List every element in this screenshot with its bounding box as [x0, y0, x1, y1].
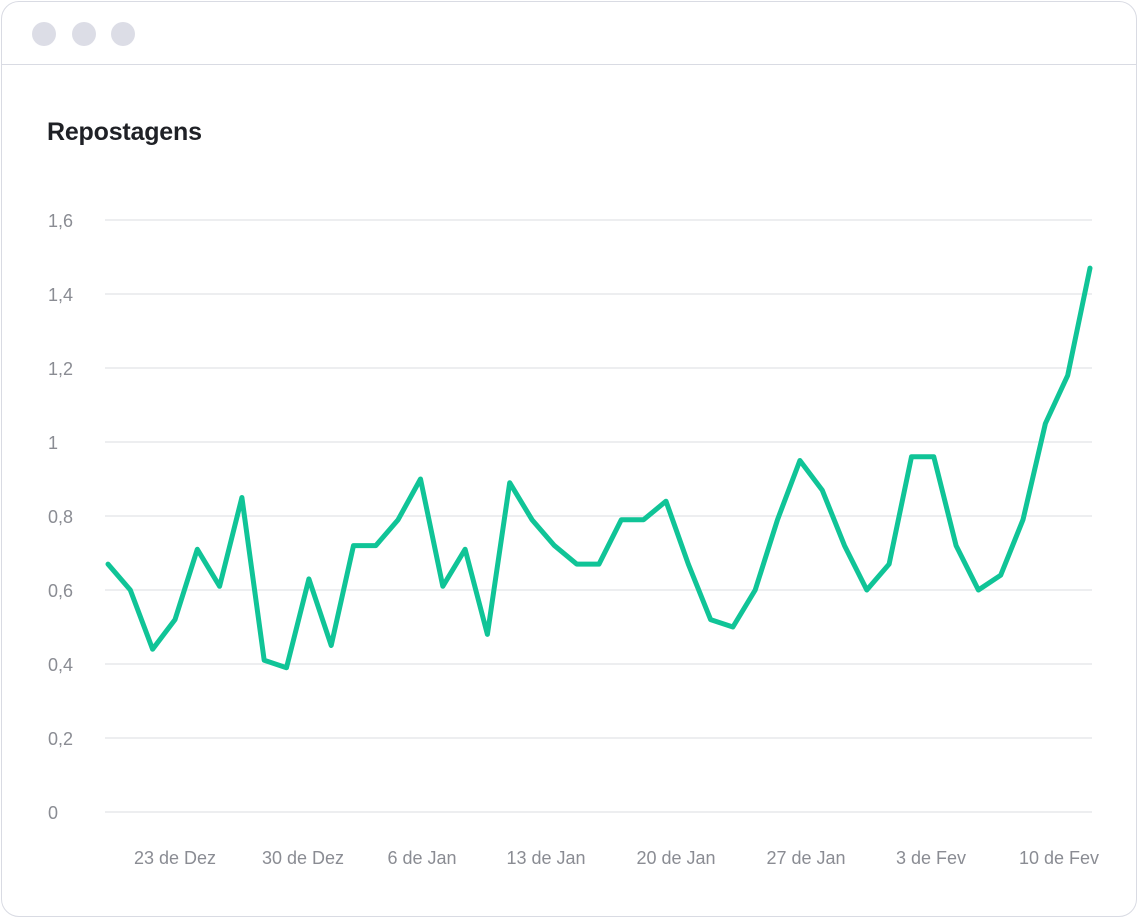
- window-dot[interactable]: [111, 22, 135, 46]
- data-point: [998, 573, 1003, 578]
- data-point: [1043, 421, 1048, 426]
- data-point: [172, 617, 177, 622]
- data-point: [552, 543, 557, 548]
- data-point: [329, 643, 334, 648]
- series-line: [105, 265, 1093, 671]
- data-point: [106, 562, 111, 567]
- data-point: [239, 495, 244, 500]
- y-tick-label: 1: [48, 433, 58, 453]
- y-tick-label: 0,6: [48, 581, 73, 601]
- data-point: [574, 562, 579, 567]
- data-point: [351, 543, 356, 548]
- data-point: [976, 588, 981, 593]
- x-tick-label: 3 de Fev: [896, 848, 966, 868]
- data-point: [284, 665, 289, 670]
- x-axis: 23 de Dez 30 de Dez 6 de Jan 13 de Jan 20 de…: [134, 848, 1099, 868]
- data-point: [909, 454, 914, 459]
- data-point: [663, 499, 668, 504]
- data-point: [1021, 517, 1026, 522]
- x-tick-label: 20 de Jan: [636, 848, 715, 868]
- x-tick-label: 13 de Jan: [506, 848, 585, 868]
- data-point: [217, 584, 222, 589]
- data-point: [1088, 266, 1093, 271]
- data-point: [797, 458, 802, 463]
- y-tick-label: 1,2: [48, 359, 73, 379]
- data-point: [396, 517, 401, 522]
- data-point: [864, 588, 869, 593]
- data-point: [753, 588, 758, 593]
- data-point: [820, 488, 825, 493]
- x-tick-label: 6 de Jan: [387, 848, 456, 868]
- data-point: [931, 454, 936, 459]
- data-point: [440, 584, 445, 589]
- data-point: [485, 632, 490, 637]
- data-point: [463, 547, 468, 552]
- data-point: [418, 477, 423, 482]
- y-tick-label: 0,8: [48, 507, 73, 527]
- gridlines: [105, 219, 1092, 813]
- data-point: [954, 543, 959, 548]
- data-point: [1065, 373, 1070, 378]
- window-titlebar: [2, 2, 1136, 65]
- y-tick-label: 0,2: [48, 729, 73, 749]
- data-point: [730, 625, 735, 630]
- data-point: [507, 480, 512, 485]
- data-point: [373, 543, 378, 548]
- data-point: [619, 517, 624, 522]
- y-axis: 0 0,2 0,4 0,6 0,8 1 1,2 1,4 1,6: [48, 211, 73, 823]
- data-point: [775, 517, 780, 522]
- data-point: [195, 547, 200, 552]
- data-point: [306, 576, 311, 581]
- data-point: [641, 517, 646, 522]
- x-tick-label: 30 de Dez: [262, 848, 344, 868]
- x-tick-label: 23 de Dez: [134, 848, 216, 868]
- data-point: [686, 562, 691, 567]
- data-point: [887, 562, 892, 567]
- data-point: [128, 588, 133, 593]
- data-point: [842, 543, 847, 548]
- y-tick-label: 1,6: [48, 211, 73, 231]
- chart-title: Repostagens: [47, 118, 202, 146]
- data-point: [262, 658, 267, 663]
- series-layer: [105, 265, 1093, 671]
- x-tick-label: 10 de Fev: [1019, 848, 1099, 868]
- y-tick-label: 0: [48, 803, 58, 823]
- window-dot[interactable]: [72, 22, 96, 46]
- data-point: [597, 562, 602, 567]
- window-dot[interactable]: [32, 22, 56, 46]
- y-tick-label: 1,4: [48, 285, 73, 305]
- x-tick-label: 27 de Jan: [766, 848, 845, 868]
- data-point: [530, 517, 535, 522]
- data-point: [708, 617, 713, 622]
- data-point: [150, 647, 155, 652]
- y-tick-label: 0,4: [48, 655, 73, 675]
